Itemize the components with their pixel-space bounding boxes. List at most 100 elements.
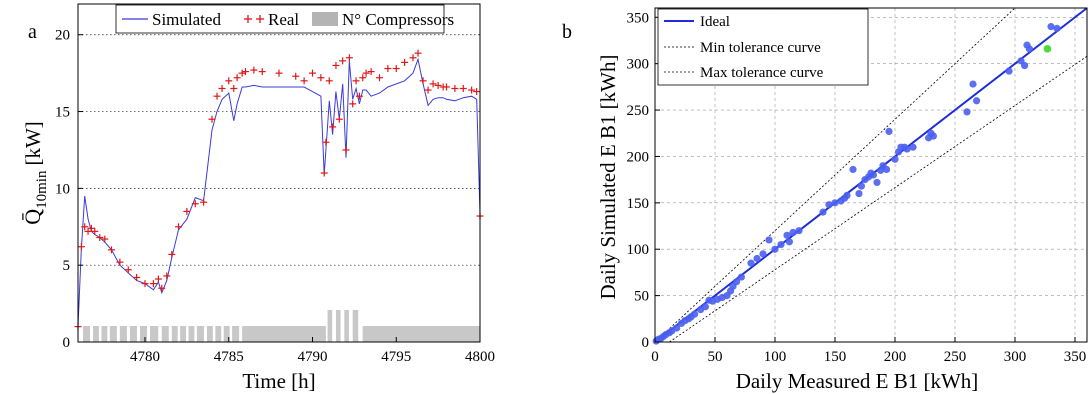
real-marker (300, 77, 308, 85)
y-tick-label-b: 150 (627, 196, 650, 212)
scatter-point (831, 199, 839, 207)
real-marker (163, 272, 171, 280)
scatter-point (1021, 61, 1029, 70)
real-marker (108, 246, 115, 254)
real-marker (230, 85, 238, 92)
scatter-point (855, 189, 863, 198)
scatter-point (891, 155, 899, 163)
scatter-point (1025, 45, 1033, 53)
real-marker (419, 77, 427, 85)
scatter-point (843, 191, 851, 200)
grid-b (655, 8, 1087, 342)
real-marker (218, 85, 226, 92)
real-marker (309, 69, 316, 77)
real-marker (367, 68, 375, 76)
y-tick-label-b: 200 (627, 149, 650, 165)
scatter-point (777, 240, 785, 249)
scatter-point (673, 324, 681, 332)
y-axis-symbol-a: Q̄ (20, 209, 45, 225)
y-ticks-a: 0 5 10 15 20 (55, 28, 83, 351)
real-marker (116, 258, 124, 266)
scatter-point (883, 165, 891, 174)
x-tick-label-a: 4800 (465, 349, 495, 365)
real-markers (74, 49, 484, 331)
legend-a: Simulated Real N° Compressors (115, 4, 454, 34)
real-marker (292, 72, 300, 80)
real-marker (91, 227, 99, 235)
real-marker (84, 227, 92, 235)
scatter-point (765, 236, 773, 244)
scatter-point (963, 108, 971, 116)
real-marker (208, 115, 216, 123)
real-marker (250, 66, 258, 74)
y-axis-label-a: Q̄10min [kW] (20, 121, 50, 225)
real-marker (200, 198, 208, 206)
x-tick-label-b: 0 (651, 349, 659, 365)
legend-simulated-label: Simulated (152, 10, 221, 29)
compressor-bar (335, 310, 341, 342)
real-marker (362, 69, 370, 77)
compressor-bar (362, 326, 480, 342)
real-marker (233, 74, 241, 82)
compressor-bar (83, 326, 91, 342)
x-tick-label-b: 200 (884, 349, 907, 365)
compressor-bar (245, 326, 326, 342)
real-marker (473, 88, 481, 96)
chart-b: b 0 50 100 150 200 250 300 350 0 50 100 150 200 250 3… (562, 7, 1088, 393)
compressor-bar (215, 326, 222, 342)
simulated-line (77, 57, 481, 327)
x-tick-label-a: 4785 (214, 349, 244, 365)
scatter-point (701, 303, 710, 311)
compressor-bar (232, 326, 240, 342)
scatter-point (783, 231, 791, 239)
real-marker (339, 57, 347, 65)
scatter-point (825, 201, 833, 209)
y-tick-label-a: 15 (55, 105, 70, 121)
compressor-bar (352, 310, 359, 342)
scatter-point (795, 227, 803, 235)
x-tick-label-a: 4790 (298, 349, 328, 365)
x-tick-label-b: 50 (708, 349, 723, 365)
real-marker (101, 235, 109, 243)
y-axis-subscript-a: 10min (34, 170, 50, 209)
real-marker (154, 275, 162, 283)
scatter-point (733, 278, 741, 286)
y-tick-label-b: 350 (627, 10, 650, 26)
y-tick-label-a: 20 (55, 28, 70, 44)
real-marker (77, 243, 85, 251)
y-axis-unit-a: [kW] (21, 121, 45, 165)
real-marker (191, 200, 199, 208)
y-tick-label-b: 50 (634, 289, 649, 305)
real-marker (459, 85, 467, 92)
y-tick-label-a: 10 (55, 181, 70, 197)
real-marker (359, 74, 367, 82)
real-marker (451, 85, 459, 92)
real-marker (225, 77, 233, 85)
real-marker (322, 138, 330, 146)
real-marker (401, 58, 409, 66)
real-marker (213, 92, 221, 100)
grid-a (78, 34, 480, 266)
x-ticks-b: 0 50 100 150 200 250 300 350 (651, 337, 1086, 365)
scatter-point (747, 259, 755, 267)
x-tick-label-b: 300 (1004, 349, 1027, 365)
legend-real-label: Real (268, 10, 299, 29)
real-marker (124, 266, 132, 274)
real-marker (325, 77, 333, 85)
y-tick-label-b: 100 (627, 242, 650, 258)
y-tick-label-b: 0 (642, 335, 650, 351)
highlight-point (1043, 45, 1052, 53)
x-tick-label-b: 150 (824, 349, 847, 365)
real-marker (429, 80, 437, 88)
real-marker (342, 146, 350, 154)
real-marker (349, 100, 357, 108)
max-tolerance-line (669, 55, 1088, 343)
compressor-bar (93, 326, 99, 342)
compressor-bar (109, 326, 117, 342)
compressor-bars (83, 310, 480, 342)
real-marker (376, 74, 383, 82)
scatter-point (969, 80, 977, 88)
compressor-bar (223, 326, 230, 342)
real-marker (168, 250, 176, 258)
y-ticks-b: 0 50 100 150 200 250 300 350 (627, 10, 660, 351)
